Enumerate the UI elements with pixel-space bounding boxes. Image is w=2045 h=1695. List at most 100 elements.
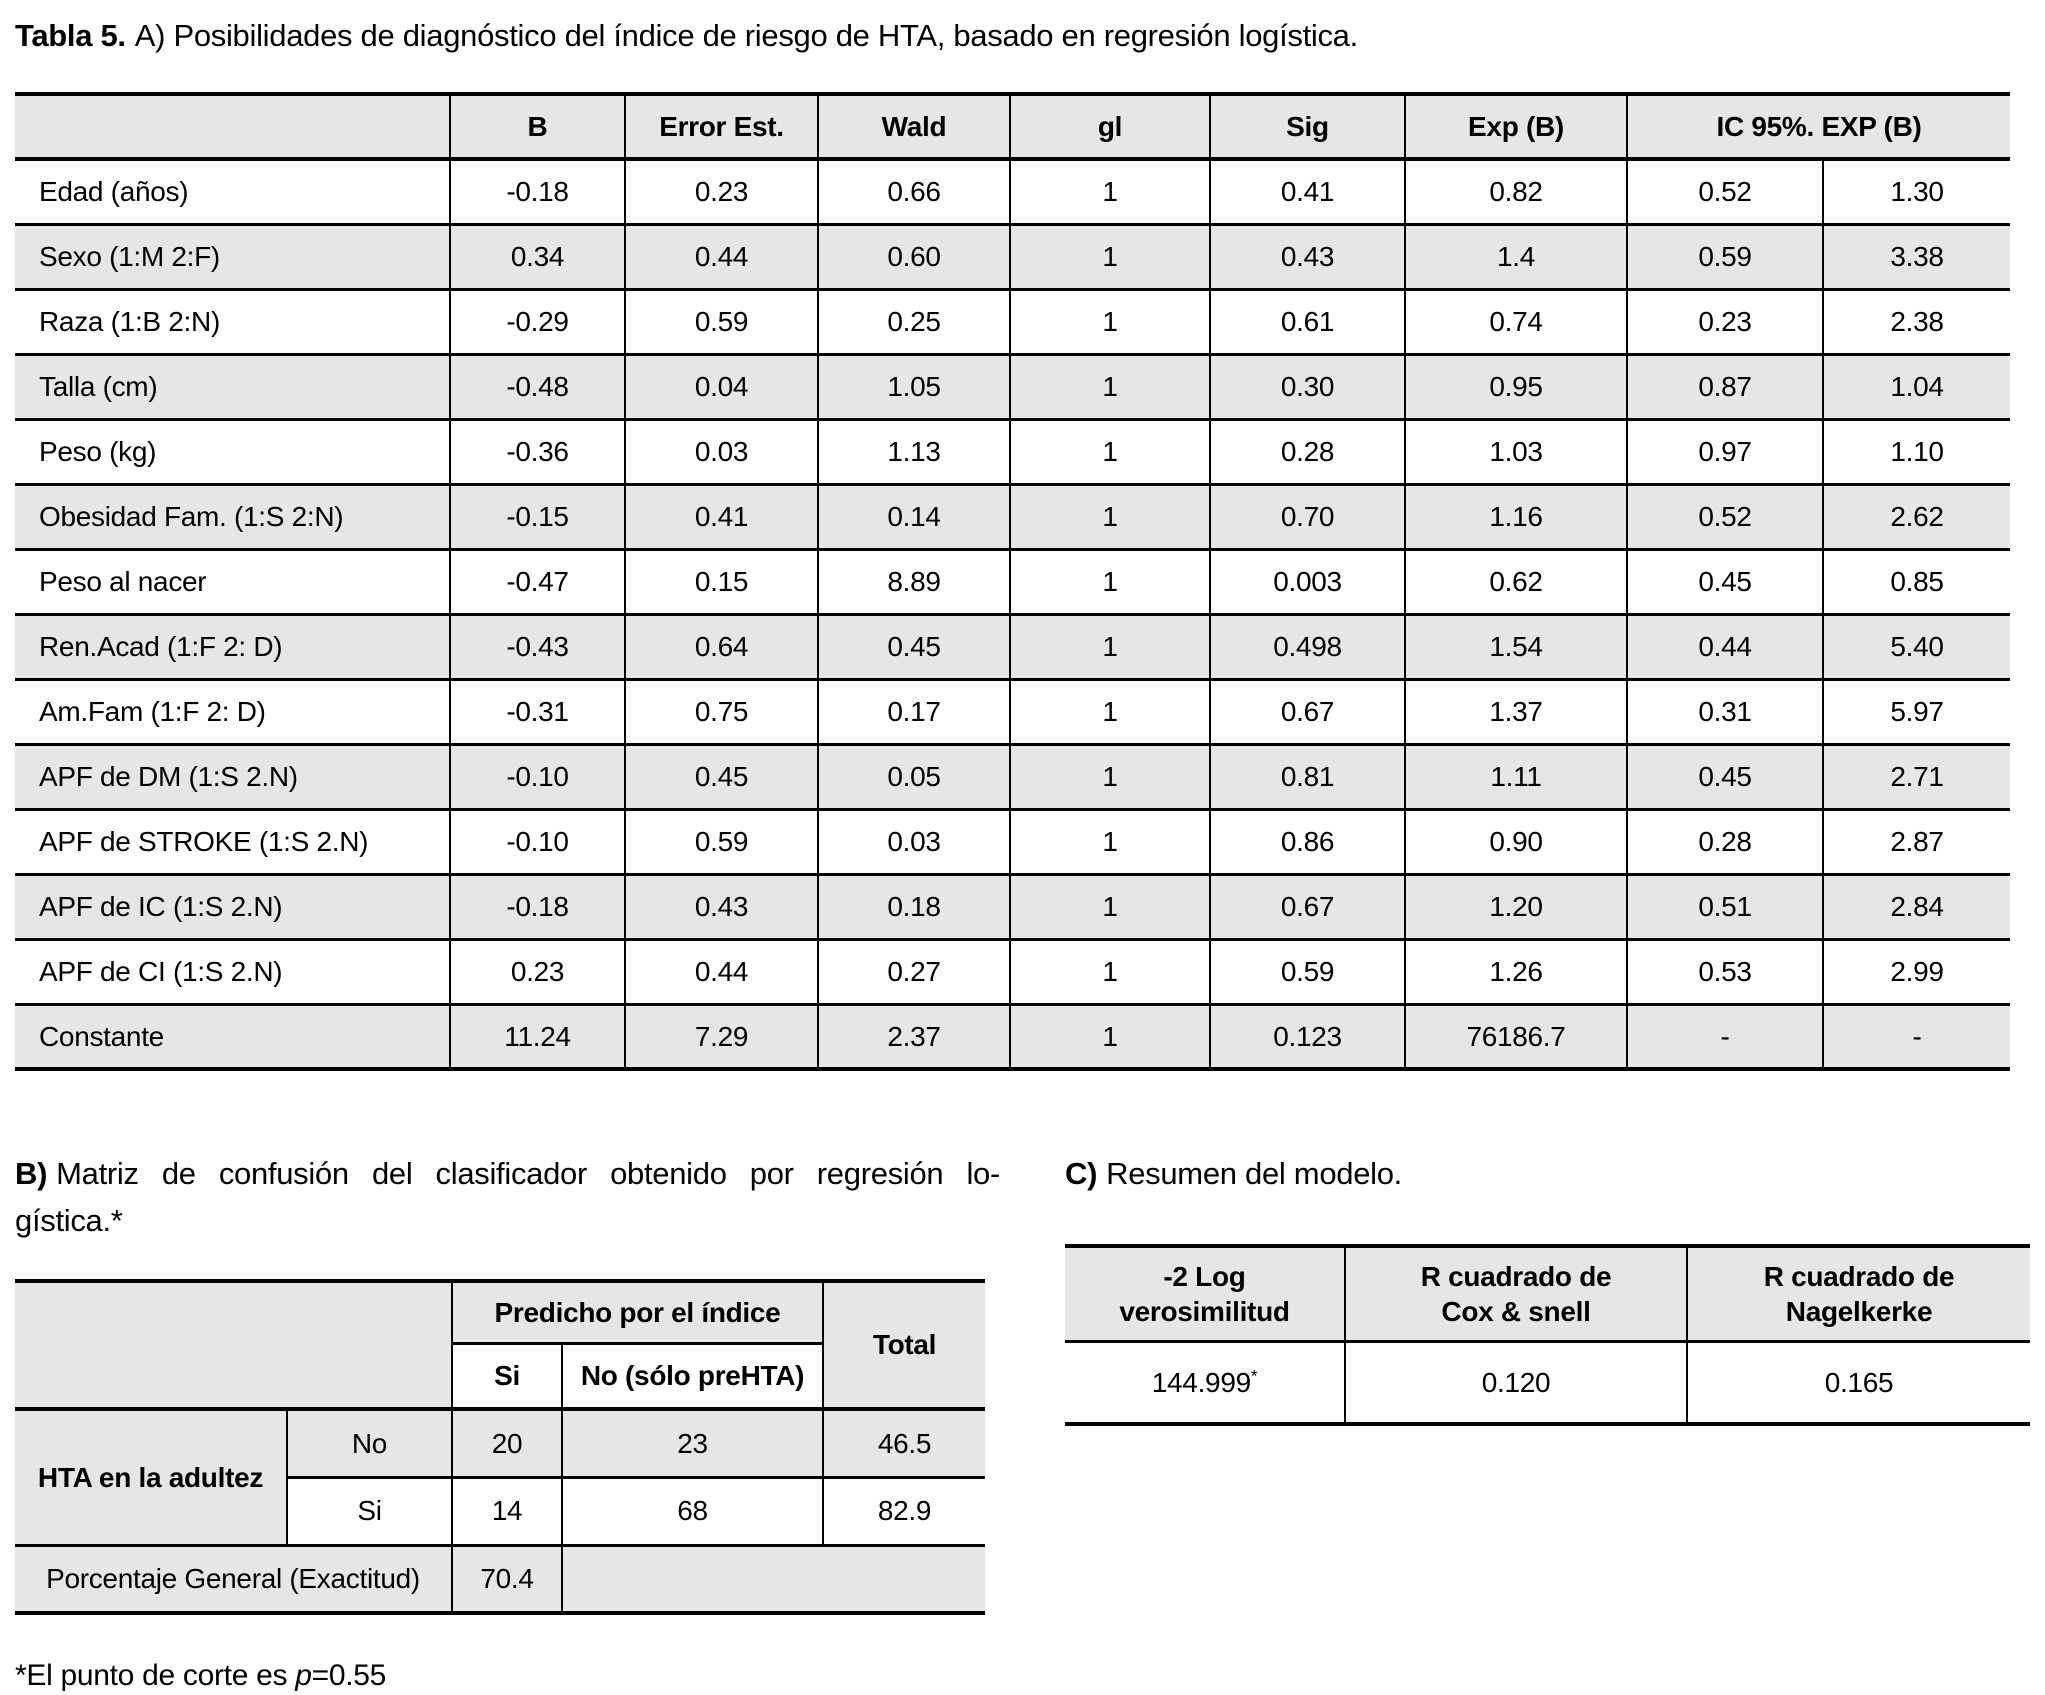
value-cell: -0.31 — [449, 679, 625, 745]
table-a-header-wald: Wald — [817, 94, 1010, 160]
table-a-header-gl: gl — [1009, 94, 1210, 160]
value-cell: 0.70 — [1209, 484, 1405, 550]
row-label-cell: Ren.Acad (1:F 2: D) — [15, 614, 450, 680]
value-cell: 1 — [1009, 224, 1210, 290]
table-a-body: Edad (años) -0.18 0.23 0.66 1 0.41 0.82 0.52 1.3… — [15, 159, 2010, 1070]
value-cell: 0.27 — [817, 939, 1010, 1005]
value-cell: 1 — [1009, 549, 1210, 615]
row-label-cell: Edad (años) — [39, 176, 189, 208]
table-b-accuracy-value: 70.4 — [451, 1545, 562, 1614]
row-label-cell: Constante — [15, 1004, 450, 1070]
row-label-cell: APF de IC (1:S 2.N) — [15, 874, 450, 940]
value-cell: 0.31 — [1626, 679, 1823, 745]
table-row: Raza (1:B 2:N) -0.29 0.59 0.25 1 0.61 0.74 0.23… — [15, 289, 2010, 355]
section-c-label: C) — [1065, 1156, 1098, 1192]
table-a-header-row: B Error Est. Wald gl Sig Exp (B) IC 95%.… — [15, 94, 2010, 160]
table-c-header-row: -2 Log verosimilitud R cuadrado de Cox &… — [1065, 1245, 2030, 1342]
section-c-heading-text: Resumen del modelo. — [1106, 1156, 1402, 1192]
value-cell: 0.25 — [817, 289, 1010, 355]
value-cell: 1.54 — [1404, 614, 1627, 680]
value-cell: 0.90 — [1404, 809, 1627, 875]
value-cell: 0.498 — [1209, 614, 1405, 680]
value-cell: 2.62 — [1822, 484, 2010, 550]
value-cell: 0.85 — [1822, 549, 2010, 615]
value-cell: - — [1822, 1004, 2010, 1070]
table-row: Obesidad Fam. (1:S 2:N) -0.15 0.41 0.14 1 0.7… — [15, 484, 2010, 550]
table-b-cell-no-si: 20 — [451, 1409, 562, 1478]
value-cell: 0.28 — [1626, 809, 1823, 875]
table-c-nagelkerke-value: 0.165 — [1686, 1341, 2030, 1424]
table-row: Edad (años) -0.18 0.23 0.66 1 0.41 0.82 0.52 1.3… — [15, 159, 2010, 225]
table-a-header-ic95: IC 95%. EXP (B) — [1626, 94, 2010, 160]
value-cell: 0.59 — [624, 289, 818, 355]
value-cell: 0.53 — [1626, 939, 1823, 1005]
value-cell: 0.59 — [1626, 224, 1823, 290]
value-cell: 0.03 — [624, 419, 818, 485]
table-c-header-log-likelihood: -2 Log verosimilitud — [1065, 1245, 1345, 1342]
value-cell: 1 — [1009, 484, 1210, 550]
value-cell: 8.89 — [817, 549, 1010, 615]
model-summary-table: -2 Log verosimilitud R cuadrado de Cox &… — [1065, 1244, 2030, 1426]
value-cell: 0.43 — [1209, 224, 1405, 290]
value-cell: 2.37 — [817, 1004, 1010, 1070]
value-cell: 5.97 — [1822, 679, 2010, 745]
row-label-cell: Talla (cm) — [15, 354, 450, 420]
table-b-row-group-label: HTA en la adultez — [15, 1409, 287, 1546]
bottom-section: B) Matriz de confusión del clasificador o… — [15, 1151, 2045, 1693]
value-cell: 0.43 — [624, 874, 818, 940]
value-cell: -0.36 — [449, 419, 625, 485]
table-c-header-nagelkerke: R cuadrado de Nagelkerke — [1686, 1245, 2030, 1342]
table-b-total-header: Total — [822, 1281, 986, 1410]
row-label-cell: Obesidad Fam. (1:S 2:N) — [15, 484, 450, 550]
table-row: Talla (cm) -0.48 0.04 1.05 1 0.30 0.95 0.87 1.04 — [15, 354, 2010, 420]
value-cell: 0.123 — [1209, 1004, 1405, 1070]
value-cell: 0.23 — [449, 939, 625, 1005]
value-cell: 1 — [1009, 744, 1210, 810]
value-cell: 3.38 — [1822, 224, 2010, 290]
value-cell: 0.44 — [624, 224, 818, 290]
value-cell: 0.51 — [1626, 874, 1823, 940]
table-c-log-likelihood-value: 144.999* — [1151, 1366, 1258, 1398]
value-cell: 1.13 — [817, 419, 1010, 485]
value-cell: 0.52 — [1626, 159, 1823, 225]
table-b-no-header: No (sólo preHTA) — [560, 1343, 824, 1410]
value-cell: -0.43 — [449, 614, 625, 680]
table-a-header-empty — [15, 94, 450, 160]
value-cell: 0.17 — [817, 679, 1010, 745]
asterisk-superscript: * — [1250, 1366, 1258, 1386]
table-a-header-sig: Sig — [1209, 94, 1405, 160]
footnote-p-symbol: p — [295, 1659, 312, 1693]
table-row: APF de IC (1:S 2.N) -0.18 0.43 0.18 1 0.67 1.2… — [15, 874, 2010, 940]
value-cell: 0.52 — [1626, 484, 1823, 550]
table-b-cell-si-total: 82.9 — [822, 1477, 986, 1546]
value-cell: 1 — [1009, 354, 1210, 420]
value-cell: 2.87 — [1822, 809, 2010, 875]
value-cell: 0.74 — [1404, 289, 1627, 355]
value-cell: 0.82 — [1404, 159, 1627, 225]
value-cell: 1.04 — [1822, 354, 2010, 420]
table-b-cell-si-si: 14 — [451, 1477, 562, 1546]
value-cell: 2.99 — [1822, 939, 2010, 1005]
value-cell: -0.15 — [449, 484, 625, 550]
value-cell: 1.05 — [817, 354, 1010, 420]
value-cell: 1 — [1009, 874, 1210, 940]
value-cell: 0.67 — [1209, 874, 1405, 940]
value-cell: 0.23 — [624, 159, 818, 225]
value-cell: -0.18 — [449, 874, 625, 940]
logistic-regression-table: B Error Est. Wald gl Sig Exp (B) IC 95%.… — [15, 92, 2010, 1072]
value-cell: 1.11 — [1404, 744, 1627, 810]
value-cell: 0.61 — [1209, 289, 1405, 355]
section-b-label: B) — [15, 1156, 48, 1192]
table-b-cell-si-no: 68 — [560, 1477, 824, 1546]
section-b-heading-text: Matriz de confusión del clasificador obt… — [56, 1156, 1000, 1192]
row-label-cell: APF de DM (1:S 2.N) — [15, 744, 450, 810]
value-cell: 0.05 — [817, 744, 1010, 810]
value-cell: 0.44 — [624, 939, 818, 1005]
value-cell: 0.14 — [817, 484, 1010, 550]
value-cell: 0.03 — [817, 809, 1010, 875]
value-cell: 0.23 — [1626, 289, 1823, 355]
table-a-header-b: B — [449, 94, 625, 160]
value-cell: 0.44 — [1626, 614, 1823, 680]
value-cell: 0.04 — [624, 354, 818, 420]
value-cell: 0.30 — [1209, 354, 1405, 420]
